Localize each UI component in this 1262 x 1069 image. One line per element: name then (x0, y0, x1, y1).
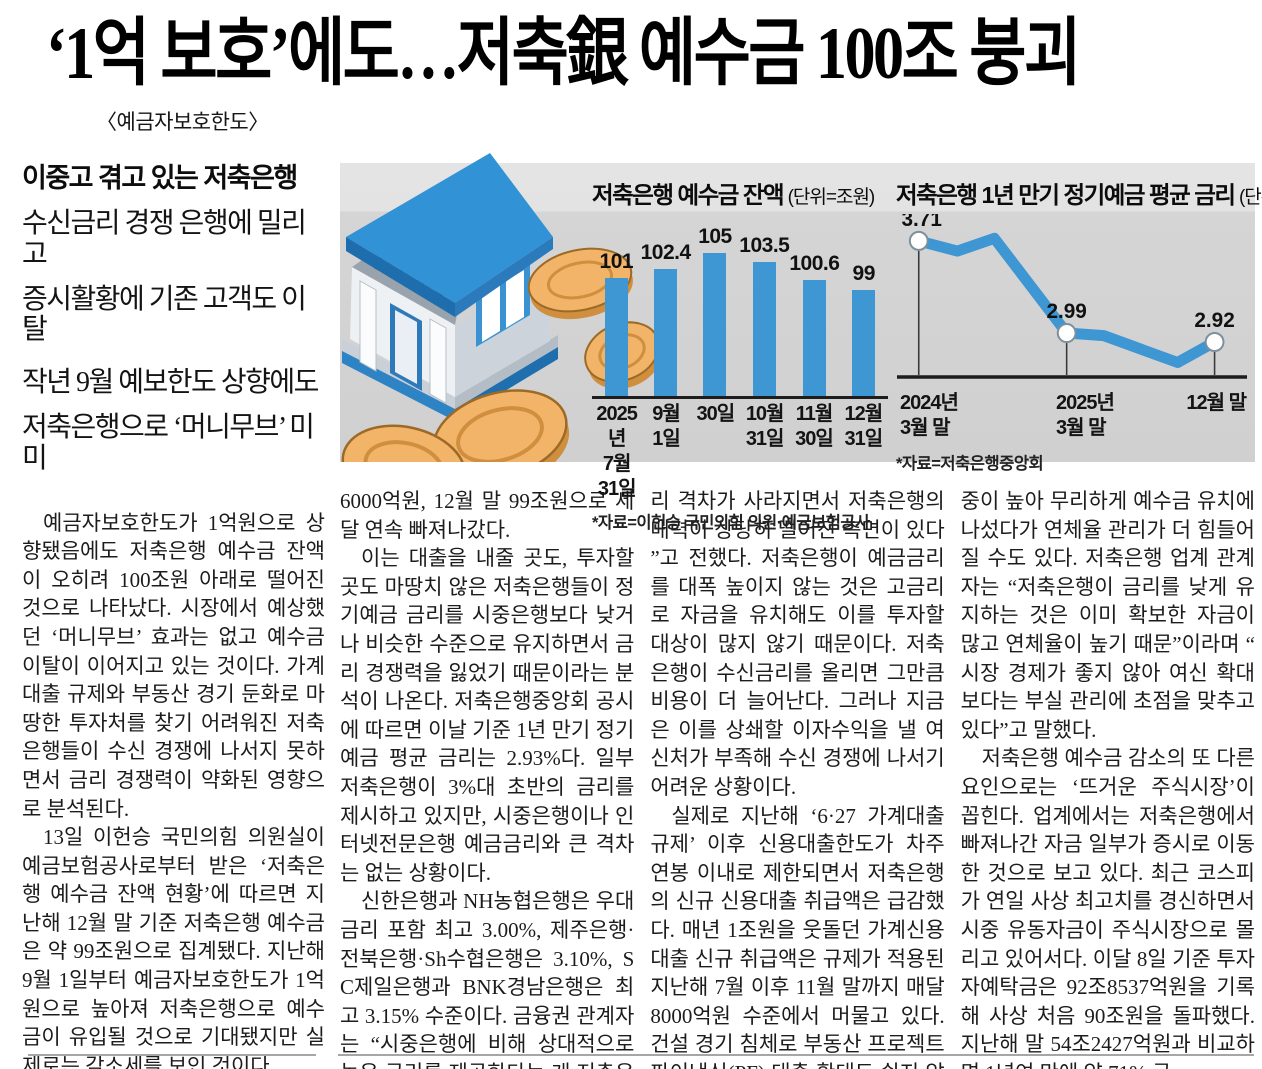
bar-value-label: 99 (852, 262, 876, 285)
bar-x-tick-label: 2025년 7월 31일 (596, 403, 638, 500)
line-x-tick-label: 2024년 3월 말 (900, 392, 959, 439)
bank-window-pane (506, 270, 524, 328)
line-x-labels: 2024년 3월 말 2025년 3월 말 12월 말 (896, 391, 1248, 443)
bank-roof-fascia (455, 237, 553, 317)
bar-cell: 101 (592, 250, 641, 396)
bank-pillar (359, 280, 377, 372)
bank-window-pane (482, 284, 500, 342)
bar-series: 101 102.4 105 103.5 100.6 99 (592, 225, 888, 396)
chart-unit-label: (단위=조원) (787, 187, 876, 208)
deck-line: 작년 9월 예보한도 상향에도 (22, 367, 319, 399)
body-paragraph: 저축은행 예수금 감소의 또 다른 요인으로는 ‘뜨거운 주식시장’이 꼽힌다.… (960, 746, 1255, 1069)
line-chart: 저축은행 1년 만기 정기예금 평균 금리 (단위=%) 3.71 2.99 2.9… (896, 176, 1262, 474)
bank-pillar (429, 318, 447, 404)
body-paragraph: 실제로 지난해 ‘6·27 가계대출 규제’ 이후 신용대출한도가 차주 연봉 … (650, 803, 945, 1069)
headline: ‘1억 보호’에도…저축銀 예수금 100조 붕괴 (46, 13, 1081, 95)
deck-lead: 이중고 겪고 있는 저축은행 (22, 163, 298, 193)
bottom-rule-left (28, 1054, 316, 1056)
bar-value-label: 105 (698, 225, 732, 248)
data-point-label: 2.92 (1194, 309, 1234, 332)
bar-x-tick-label: 30일 (696, 403, 735, 425)
body-column-4: 중이 높아 무리하게 예수금 유치에 나섰다가 연체율 관리가 더 힘들어질 수… (961, 487, 1255, 1069)
bar-value-label: 103.5 (739, 234, 790, 257)
bar-x-tick-label: 11월 30일 (795, 403, 834, 450)
main-area: BANK (340, 153, 1262, 1069)
bar-x-tick-label: 9월 1일 (652, 403, 681, 450)
data-point-marker (1204, 332, 1225, 352)
bar (604, 278, 628, 396)
bar (703, 253, 727, 396)
kicker: 〈예금자보호한도〉 (96, 110, 269, 134)
bar (752, 262, 776, 396)
coin (341, 424, 467, 462)
chart-title-text: 저축은행 1년 만기 정기예금 평균 금리 (896, 182, 1236, 208)
bar-cell: 99 (839, 262, 888, 396)
line-chart-source: *자료=저축은행중앙회 (896, 455, 1044, 473)
data-point-marker (908, 230, 929, 251)
body-column-1: 예금자보호한도가 1억원으로 상향됐음에도 저축은행 예수금 잔액이 오히려 1… (22, 509, 325, 1069)
line-plot: 3.71 2.99 2.92 (896, 208, 1248, 389)
deck-line: 저축은행으로 ‘머니무브’ 미미 (22, 411, 315, 474)
bottom-rule-right (338, 1054, 1254, 1056)
line-x-tick-label: 12월 말 (1186, 392, 1247, 414)
body-paragraph: 리 격차가 사라지면서 저축은행의 매력이 상당히 떨어진 측면이 있다”고 전… (650, 489, 945, 799)
line-x-tick-label: 2025년 3월 말 (1056, 392, 1115, 439)
bar-cell: 100.6 (789, 252, 840, 396)
bank-base-edge (342, 351, 455, 421)
body-paragraph: 중이 높아 무리하게 예수금 유치에 나섰다가 연체율 관리가 더 힘들어질 수… (960, 489, 1255, 742)
chart-title-text: 저축은행 예수금 잔액 (592, 182, 785, 208)
deck-line: 수신금리 경쟁 은행에 밀리고 (22, 208, 307, 270)
body-paragraph: 6000억원, 12월 말 99조원으로 세 달 연속 빠져나갔다. (340, 489, 635, 542)
bar-value-label: 101 (599, 250, 634, 273)
bar (852, 290, 876, 396)
bar-x-tick-label: 12월 31일 (844, 403, 883, 450)
bar-value-label: 102.4 (640, 241, 692, 264)
bank-roof (346, 153, 553, 303)
data-point-label: 2.99 (1046, 300, 1086, 323)
body-column-3: 리 격차가 사라지면서 저축은행의 매력이 상당히 떨어진 측면이 있다”고 전… (650, 487, 944, 1069)
infographic-panel: BANK (340, 153, 1262, 532)
bar-cell: 105 (691, 225, 740, 396)
bank-door-panel (395, 310, 417, 384)
bank-illustration: BANK (341, 153, 654, 462)
data-point-label: 3.71 (902, 214, 943, 231)
bar (802, 280, 826, 396)
left-column: 이중고 겪고 있는 저축은행 수신금리 경쟁 은행에 밀리고 증시활황에 기존 … (22, 156, 325, 1069)
bar-cell: 103.5 (739, 234, 790, 396)
body-column-2: 6000억원, 12월 말 99조원으로 세 달 연속 빠져나갔다. 이는 대출을… (340, 487, 634, 1069)
body-paragraph: 13일 이헌승 국민의힘 의원실이 예금보험공사로부터 받은 ‘저축은행 예수금… (22, 825, 325, 1069)
bar-cell: 102.4 (641, 241, 691, 396)
deck-line: 증시활황에 기존 고객도 이탈 (22, 283, 307, 346)
bar-chart-source: *자료=이헌승 국민의힘 의원·예금보험공사 (592, 514, 870, 532)
data-point-marker (1056, 323, 1077, 344)
bank-roof-fascia (346, 237, 455, 317)
bar-x-tick-label: 10월 31일 (745, 403, 785, 450)
chart-unit-label: (단위=%) (1238, 187, 1262, 208)
bar (654, 269, 678, 396)
body-columns: 6000억원, 12월 말 99조원으로 세 달 연속 빠져나갔다. 이는 대출을… (340, 487, 1255, 1069)
body-paragraph: 예금자보호한도가 1억원으로 상향됐음에도 저축은행 예수금 잔액이 오히려 1… (22, 510, 325, 821)
bar-value-label: 100.6 (789, 252, 840, 275)
bar-x-axis (592, 396, 888, 399)
bar-chart: 저축은행 예수금 잔액 (단위=조원) 101 102.4 105 103.5 100.… (592, 176, 888, 533)
bank-base (455, 335, 558, 409)
bar-x-labels: 2025년 7월 31일 9월 1일 30일 10월 31일 11월 30일 12월 31… (592, 402, 888, 502)
bar-chart-title: 저축은행 예수금 잔액 (단위=조원) (592, 176, 888, 210)
body-paragraph: 신한은행과 NH농협은행은 우대금리 포함 최고 3.00%, 제주은행·전북은… (340, 889, 635, 1069)
body-paragraph: 이는 대출을 내줄 곳도, 투자할 곳도 마땅치 않은 저축은행들이 정기예금 … (340, 546, 635, 885)
line-chart-title: 저축은행 1년 만기 정기예금 평균 금리 (단위=%) (896, 176, 1262, 210)
